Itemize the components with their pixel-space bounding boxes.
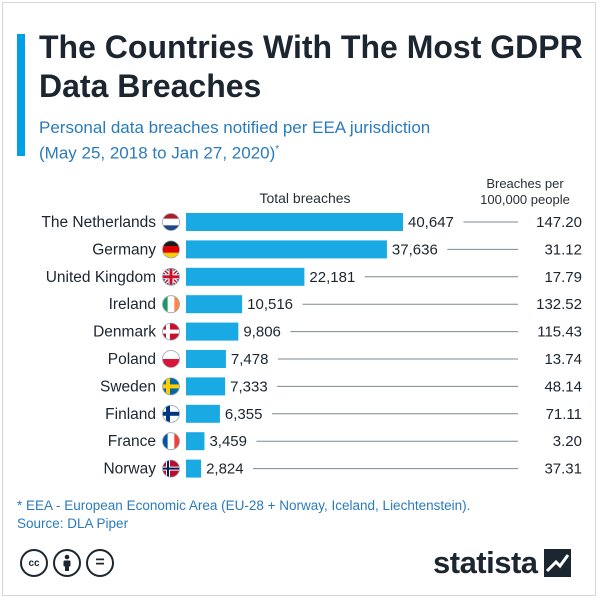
flag-se-icon [162,377,180,396]
attribution-icon[interactable] [53,549,81,577]
bar-value-label: 2,824 [206,461,244,478]
flag-fr-icon [162,432,180,451]
footnote-eea: * EEA - European Economic Area (EU-28 + … [17,498,471,513]
per-capita-value-label: 147.20 [536,214,582,231]
country-label: Ireland [109,296,156,313]
bar-value-label: 10,516 [247,296,293,313]
country-label: Germany [92,241,156,258]
country-label: France [108,433,156,450]
bar-value-label: 6,355 [225,406,263,423]
bar-value-label: 37,636 [392,241,438,258]
country-label: United Kingdom [46,269,156,286]
bar-value-label: 7,478 [231,351,269,368]
no-derivatives-icon[interactable]: = [86,549,114,577]
per-capita-value-label: 17.79 [544,269,582,286]
per-capita-value-label: 37.31 [544,461,582,478]
per-capita-value-label: 48.14 [544,378,582,395]
per-capita-value-label: 71.11 [546,406,582,423]
per-capita-header-line-2: 100,000 people [480,192,570,207]
flag-gb-icon [162,267,180,286]
chart-title: The Countries With The Most GDPR Data Br… [39,29,583,104]
country-label: Denmark [93,324,156,341]
country-label: The Netherlands [41,214,156,231]
subtitle-line-2: (May 25, 2018 to Jan 27, 2020) [39,143,276,163]
per-capita-value-label: 31.12 [544,241,582,258]
country-label: Poland [108,351,156,368]
bar [186,267,305,286]
flag-dk-icon [162,322,180,341]
bar-value-label: 22,181 [309,269,355,286]
flag-fi-icon [162,404,180,423]
bar [186,350,226,368]
statista-logo-mark-icon [543,549,571,577]
license-icons: cc = [20,549,114,577]
bar-value-label: 40,647 [408,214,454,231]
chart-subtitle: Personal data breaches notified per EEA … [39,117,584,165]
per-capita-header-line-1: Breaches per [486,176,564,191]
flag-pl-icon [162,350,180,368]
bar [186,459,202,478]
bar [186,213,403,231]
bar-value-label: 3,459 [209,433,247,450]
per-capita-value-label: 13.74 [544,351,582,368]
subtitle-footnote-mark: * [275,144,280,155]
bar [186,432,205,451]
footnote-source: Source: DLA Piper [17,516,129,531]
total-breaches-header: Total breaches [259,190,351,206]
bar-value-label: 7,333 [230,378,268,395]
country-label: Sweden [100,378,156,395]
bar [186,404,220,423]
bar [186,322,239,341]
country-label: Finland [105,406,156,423]
per-capita-header: Breaches per 100,000 people [465,176,585,208]
subtitle-line-1: Personal data breaches notified per EEA … [39,118,431,137]
title-accent-bar [17,34,25,156]
per-capita-value-label: 3.20 [553,433,582,450]
bar [186,377,226,396]
bar [186,240,387,259]
flag-ie-icon [162,295,180,314]
flag-nl-icon [162,213,180,231]
flag-de-icon [162,240,180,259]
cc-icon[interactable]: cc [20,549,48,577]
bar-value-label: 9,806 [243,324,281,341]
flag-no-icon [162,459,180,478]
statista-logo[interactable]: statista [433,545,571,581]
country-label: Norway [103,461,156,478]
bar [186,295,243,314]
footnote: * EEA - European Economic Area (EU-28 + … [17,497,587,533]
per-capita-value-label: 132.52 [536,296,582,313]
statista-wordmark: statista [433,545,538,580]
per-capita-value-label: 115.43 [537,324,582,341]
